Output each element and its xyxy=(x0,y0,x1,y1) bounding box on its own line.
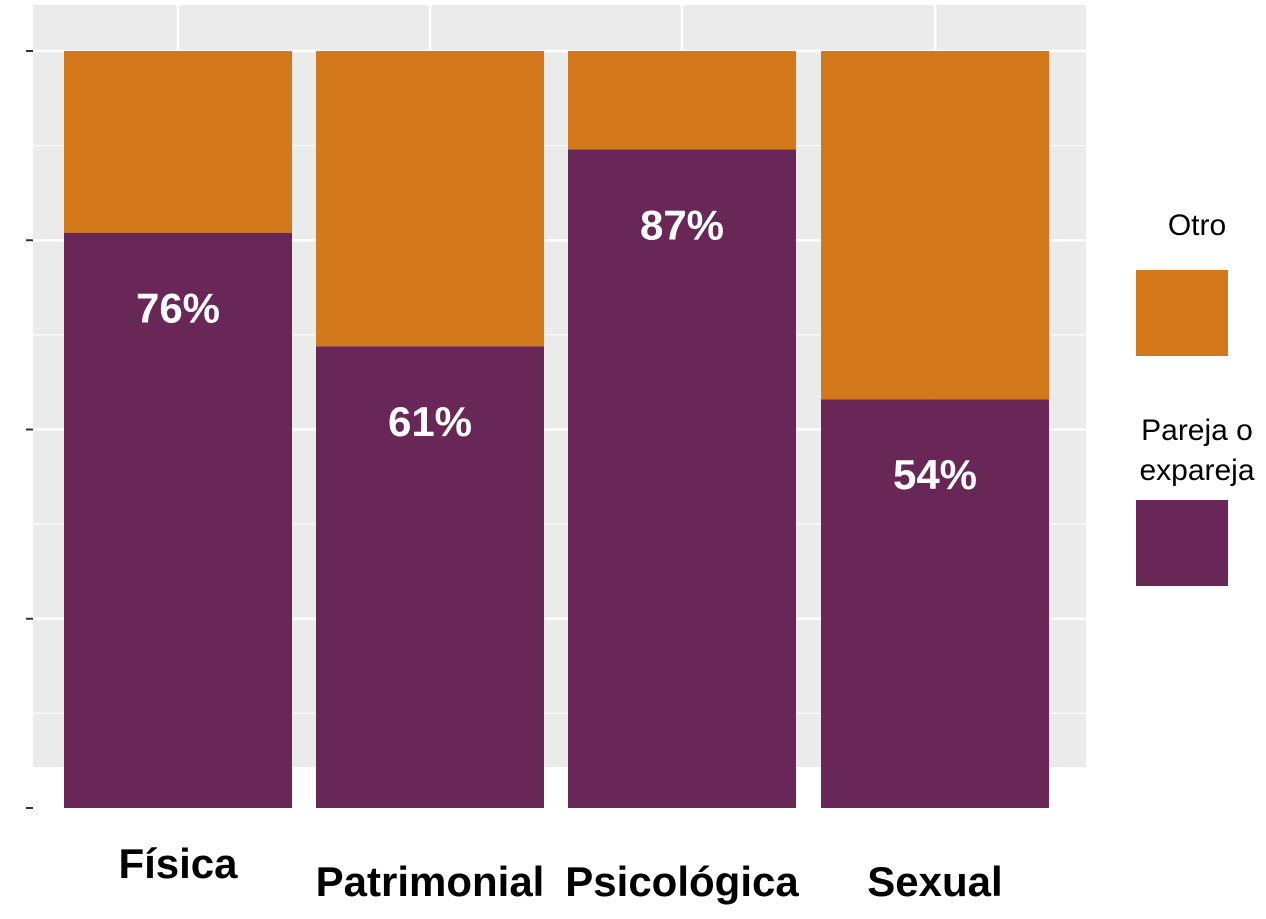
legend-swatch xyxy=(1136,270,1228,356)
legend: Otro Pareja o expareja xyxy=(1136,209,1255,586)
x-tick-label: Psicológica xyxy=(565,858,799,905)
legend-label: Pareja o xyxy=(1141,414,1253,447)
bar-value-labels: 76% 61% 87% 54% xyxy=(136,201,977,498)
x-tick-label: Física xyxy=(118,840,238,887)
legend-label: Otro xyxy=(1168,209,1226,242)
bar-value-label: 54% xyxy=(893,451,977,498)
bar-patrimonial-otro xyxy=(316,51,544,347)
bar-psicologica-pareja-o-expareja xyxy=(568,149,796,808)
bar-sexual-otro xyxy=(821,51,1049,400)
bar-fisica-pareja-o-expareja xyxy=(64,232,292,808)
bar-fisica-otro xyxy=(64,51,292,233)
legend-label: expareja xyxy=(1139,454,1254,487)
bar-psicologica-otro xyxy=(568,51,796,150)
bar-sexual-pareja-o-expareja xyxy=(821,399,1049,808)
x-axis-labels: Física Patrimonial Psicológica Sexual xyxy=(118,840,1002,905)
bar-patrimonial-pareja-o-expareja xyxy=(316,346,544,808)
bars xyxy=(64,51,1049,808)
legend-swatch xyxy=(1136,500,1228,586)
x-tick-label: Sexual xyxy=(867,858,1002,905)
bar-value-label: 61% xyxy=(388,398,472,445)
bar-value-label: 76% xyxy=(136,285,220,332)
x-tick-label: Patrimonial xyxy=(316,858,545,905)
bar-value-label: 87% xyxy=(640,201,724,248)
